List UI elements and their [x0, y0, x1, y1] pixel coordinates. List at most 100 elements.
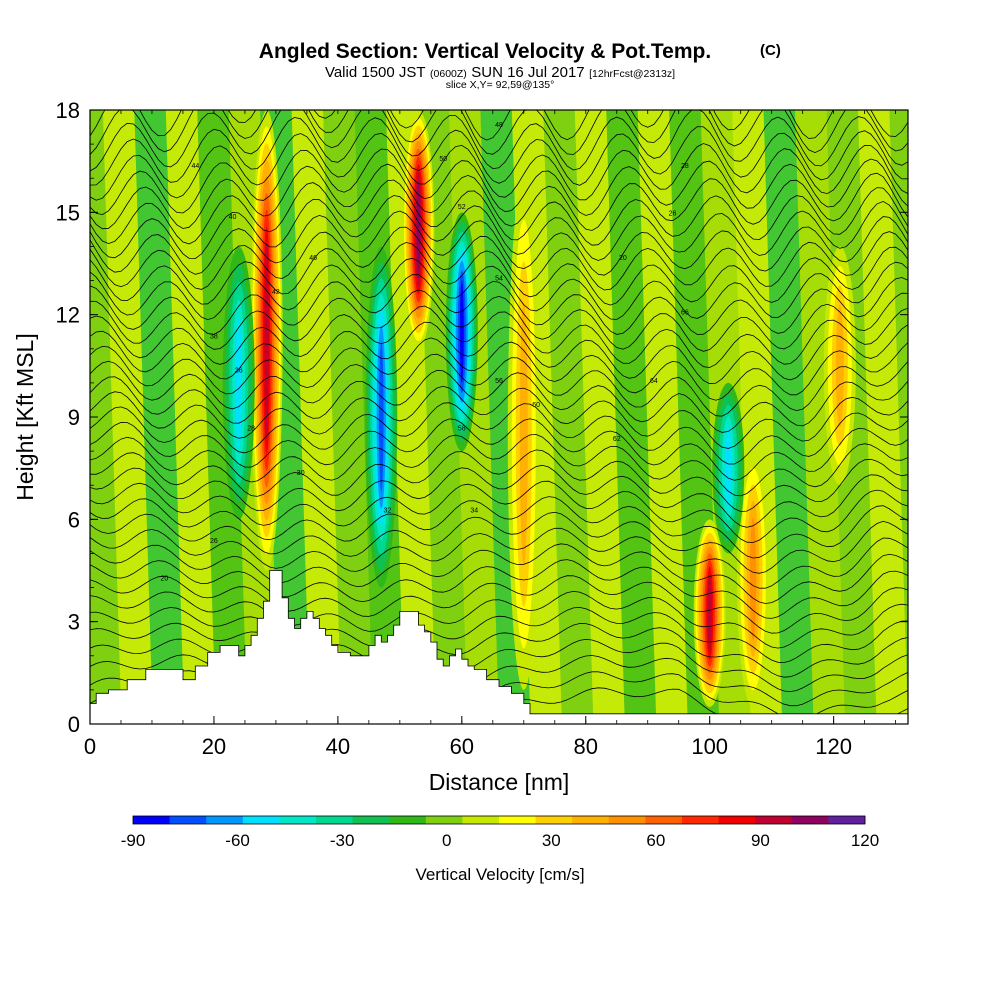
isentrope-label: 46 [309, 255, 317, 262]
colorbar-swatch [242, 816, 280, 824]
colorbar-swatch [755, 816, 793, 824]
isentrope [90, 132, 908, 201]
wave-stripe [637, 110, 688, 724]
isentrope-label: 52 [458, 204, 466, 211]
y-tick-label: 15 [56, 200, 80, 225]
y-tick-label: 0 [68, 712, 80, 737]
colorbar-tick-label: 120 [851, 831, 879, 850]
updraft-cell [749, 517, 757, 641]
wave-stripe [543, 110, 594, 724]
isentrope-label: 48 [495, 122, 503, 129]
isentrope [90, 195, 908, 261]
y-tick-label: 9 [68, 405, 80, 430]
isentrope [90, 110, 908, 172]
isentrope [90, 110, 908, 141]
wave-stripe [763, 110, 814, 724]
colorbar: -90 -60 -30 0 30 60 90 120 [121, 815, 879, 850]
isentrope-label: 54 [495, 276, 503, 283]
isentrope [90, 480, 908, 543]
chart-subtitle: Valid 1500 JST (0600Z) SUN 16 Jul 2017 [… [325, 64, 675, 81]
isentrope-label: 26 [210, 538, 218, 545]
isentrope [90, 257, 908, 321]
slice-info: slice X,Y= 92,59@135° [446, 79, 555, 91]
wave-stripe [732, 110, 783, 724]
x-tick-label: 20 [202, 734, 226, 759]
subtitle-date: SUN 16 Jul 2017 [471, 64, 584, 81]
updraft-cell [416, 179, 421, 279]
colorbar-swatch [462, 816, 500, 824]
terrain [90, 570, 908, 724]
isentrope [90, 289, 908, 352]
isentrope [90, 418, 908, 481]
isentrope-label: 28 [681, 163, 689, 170]
isentrope [90, 274, 908, 335]
isentrope [90, 496, 908, 559]
isentrope [90, 402, 908, 465]
downdraft-cell [235, 317, 242, 449]
updraft-cell [707, 573, 712, 653]
isentrope [90, 511, 908, 574]
isentrope-label: 58 [458, 426, 466, 433]
isentrope [90, 110, 908, 155]
colorbar-swatch [279, 816, 317, 824]
wave-stripe [386, 110, 437, 724]
isentrope [90, 464, 908, 528]
isentrope-label: 60 [532, 402, 540, 409]
x-axis: 0 20 40 60 80 100 120 [84, 110, 897, 759]
isentrope-label: 64 [650, 378, 658, 385]
colorbar-frame [132, 815, 866, 825]
isentrope [90, 434, 908, 497]
colorbar-swatch [572, 816, 610, 824]
colorbar-swatch [206, 816, 244, 824]
isentrope-label: 20 [619, 255, 627, 262]
colorbar-label: Vertical Velocity [cm/s] [415, 865, 584, 884]
isentrope [90, 527, 908, 589]
isentrope [90, 305, 908, 368]
colorbar-swatch [499, 816, 536, 824]
colorbar-swatch [425, 816, 463, 824]
isentrope [90, 590, 908, 649]
colorbar-swatch [645, 816, 683, 824]
downdraft-cell [725, 427, 732, 510]
isentrope [90, 148, 908, 216]
colorbar-tick-label: 60 [646, 831, 665, 850]
isentrope-label: 44 [191, 163, 199, 170]
isentrope-label: 62 [613, 436, 621, 443]
isentrope-label: 38 [210, 334, 218, 341]
colorbar-swatch [682, 816, 719, 824]
colorbar-tick-label: -90 [121, 831, 146, 850]
colorbar-swatch [791, 816, 829, 824]
colorbar-swatch [316, 816, 353, 824]
chart-title-units: (C) [760, 42, 781, 59]
isentrope [90, 622, 908, 678]
isentrope-labels: 20 26 28 30 32 34 36 38 40 42 44 46 48 50 52 54 56 58 60 62… [160, 122, 688, 583]
wave-stripe [134, 110, 185, 724]
wave-stripe [90, 110, 122, 724]
colorbar-swatch [133, 816, 170, 824]
isentrope-label: 42 [272, 289, 280, 296]
colorbar-tick-label: 30 [542, 831, 561, 850]
wave-stripe [102, 110, 153, 724]
isentrope [90, 606, 908, 663]
downdraft-cell [459, 280, 464, 384]
wave-stripe [795, 110, 846, 724]
x-tick-label: 40 [326, 734, 350, 759]
y-tick-label: 12 [56, 303, 80, 328]
colorbar-tick-label: -60 [225, 831, 250, 850]
wave-stripe [606, 110, 657, 724]
isentrope [90, 210, 908, 276]
colorbar-swatch [389, 816, 427, 824]
colorbar-swatch [535, 816, 573, 824]
colorbar-swatch [718, 816, 756, 824]
downdraft-cell [378, 341, 384, 493]
isentrope [90, 116, 908, 186]
colorbar-swatch [169, 816, 207, 824]
isentrope-label: 30 [297, 470, 305, 477]
subtitle-valid: Valid 1500 JST [325, 64, 426, 81]
isentrope [90, 543, 908, 604]
updraft-cell [264, 243, 269, 438]
y-tick-label: 6 [68, 507, 80, 532]
subtitle-zulu: (0600Z) [430, 68, 467, 80]
